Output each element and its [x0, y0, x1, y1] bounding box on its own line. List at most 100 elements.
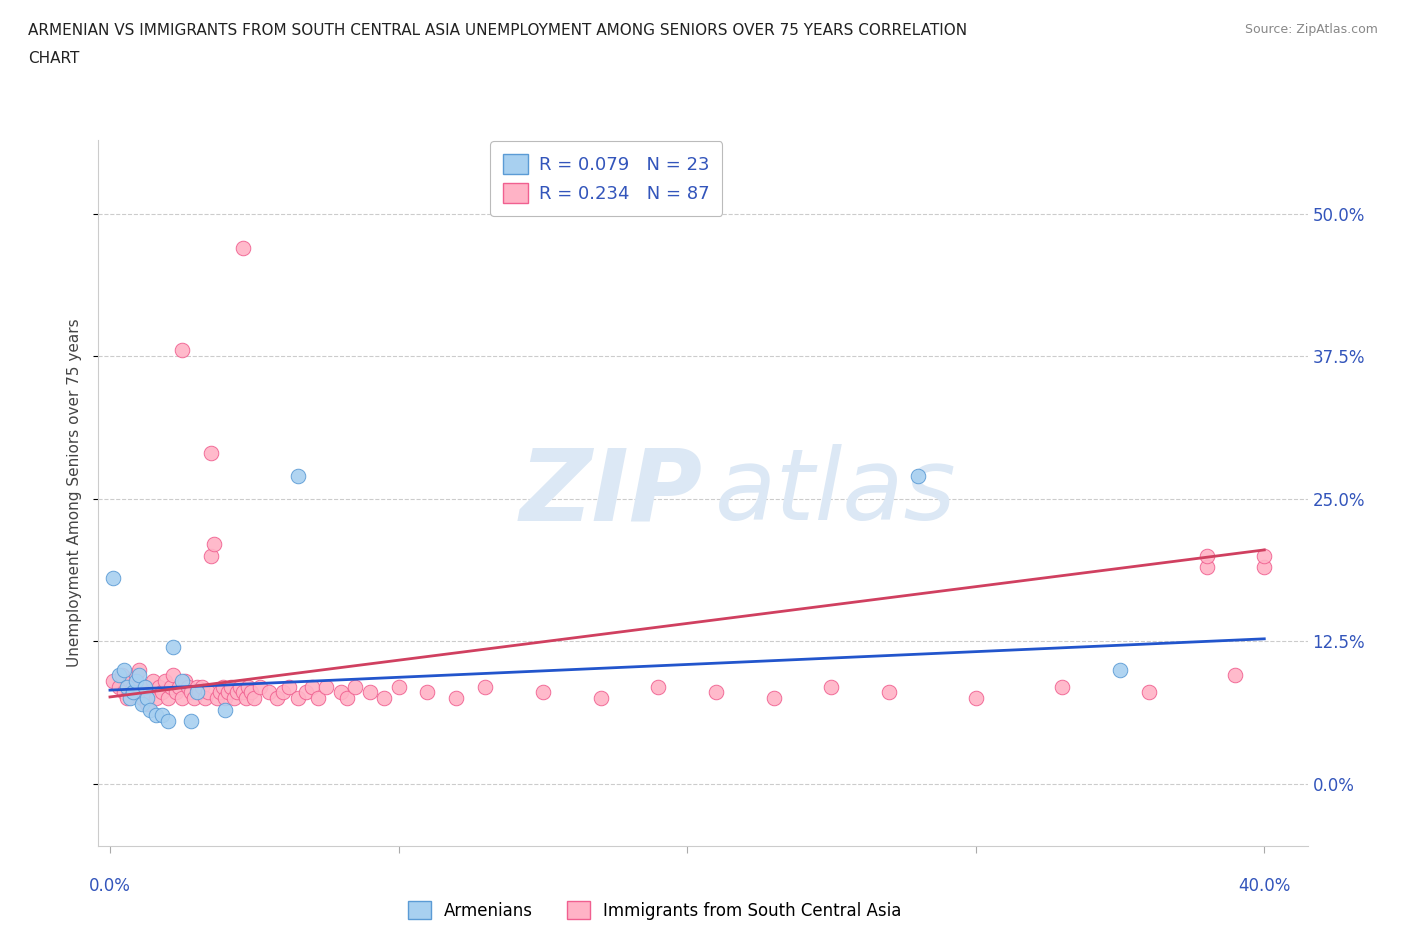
Point [156, 691, 179, 706]
Point [307, 691, 329, 706]
Point [128, 668, 150, 683]
Point [344, 679, 367, 694]
Point [235, 691, 257, 706]
Point [243, 691, 266, 706]
Point [183, 691, 205, 706]
Y-axis label: Unemployment Among Seniors over 75 years: Unemployment Among Seniors over 75 years [67, 319, 83, 667]
Point [647, 679, 669, 694]
Point [249, 679, 271, 694]
Point [271, 685, 294, 700]
Point [177, 679, 200, 694]
Point [150, 708, 173, 723]
Point [162, 639, 184, 654]
Point [156, 713, 179, 728]
Point [125, 668, 148, 683]
Point [266, 691, 288, 706]
Point [159, 679, 181, 694]
Point [373, 691, 395, 706]
Point [122, 685, 145, 700]
Point [217, 685, 239, 700]
Point [219, 679, 242, 694]
Point [232, 685, 254, 700]
Point [329, 685, 352, 700]
Point [287, 691, 309, 706]
Point [531, 685, 554, 700]
Point [214, 702, 236, 717]
Point [229, 679, 252, 694]
Point [180, 713, 202, 728]
Point [153, 673, 176, 688]
Text: ZIP: ZIP [520, 445, 703, 541]
Point [1253, 560, 1275, 575]
Point [150, 685, 173, 700]
Point [131, 691, 153, 706]
Point [589, 691, 612, 706]
Point [315, 679, 337, 694]
Point [107, 668, 129, 683]
Point [172, 673, 194, 688]
Point [1137, 685, 1160, 700]
Point [101, 673, 124, 688]
Point [240, 685, 263, 700]
Point [125, 673, 148, 688]
Point [387, 679, 409, 694]
Point [165, 685, 187, 700]
Point [191, 679, 214, 694]
Point [202, 537, 225, 551]
Point [101, 571, 124, 586]
Text: CHART: CHART [28, 51, 80, 66]
Point [359, 685, 381, 700]
Point [162, 668, 184, 683]
Point [200, 548, 222, 563]
Point [122, 679, 145, 694]
Point [474, 679, 496, 694]
Point [295, 685, 318, 700]
Point [877, 685, 900, 700]
Point [965, 691, 987, 706]
Point [907, 469, 929, 484]
Point [136, 697, 159, 711]
Point [208, 685, 231, 700]
Point [136, 691, 159, 706]
Point [336, 691, 359, 706]
Point [232, 240, 254, 255]
Point [1109, 662, 1132, 677]
Point [167, 679, 190, 694]
Point [174, 673, 197, 688]
Point [211, 679, 233, 694]
Point [416, 685, 439, 700]
Point [172, 691, 194, 706]
Point [200, 445, 222, 460]
Point [117, 679, 139, 694]
Point [1052, 679, 1074, 694]
Point [142, 673, 165, 688]
Point [214, 691, 236, 706]
Text: 40.0%: 40.0% [1239, 877, 1291, 895]
Point [145, 708, 167, 723]
Point [238, 679, 260, 694]
Point [257, 685, 280, 700]
Point [1225, 668, 1247, 683]
Point [107, 679, 129, 694]
Point [287, 469, 309, 484]
Point [1195, 548, 1218, 563]
Point [1195, 560, 1218, 575]
Point [301, 679, 323, 694]
Point [117, 691, 139, 706]
Point [134, 679, 156, 694]
Point [186, 679, 208, 694]
Point [222, 691, 245, 706]
Legend: Armenians, Immigrants from South Central Asia: Armenians, Immigrants from South Central… [398, 891, 911, 930]
Text: Source: ZipAtlas.com: Source: ZipAtlas.com [1244, 23, 1378, 36]
Point [128, 662, 150, 677]
Point [134, 679, 156, 694]
Point [148, 679, 170, 694]
Point [112, 685, 135, 700]
Point [226, 685, 249, 700]
Text: 0.0%: 0.0% [89, 877, 131, 895]
Point [186, 685, 208, 700]
Point [277, 679, 299, 694]
Point [145, 691, 167, 706]
Point [205, 691, 228, 706]
Point [194, 691, 217, 706]
